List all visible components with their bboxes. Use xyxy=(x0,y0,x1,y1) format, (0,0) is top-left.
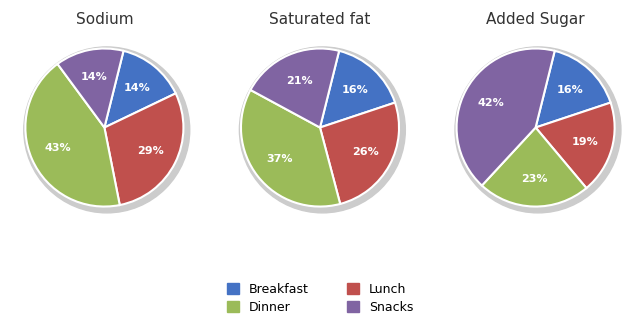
Circle shape xyxy=(455,47,621,213)
Text: 26%: 26% xyxy=(352,147,378,157)
Wedge shape xyxy=(250,48,339,128)
Wedge shape xyxy=(320,51,395,128)
Text: 43%: 43% xyxy=(44,143,70,153)
Text: 19%: 19% xyxy=(572,136,598,146)
Wedge shape xyxy=(241,90,340,207)
Text: 21%: 21% xyxy=(286,76,312,86)
Text: 42%: 42% xyxy=(477,98,504,108)
Wedge shape xyxy=(320,103,399,204)
Text: 16%: 16% xyxy=(557,85,584,95)
Text: 14%: 14% xyxy=(124,83,150,93)
Wedge shape xyxy=(104,94,184,205)
Text: 23%: 23% xyxy=(521,174,548,184)
Text: 29%: 29% xyxy=(137,146,164,156)
Wedge shape xyxy=(104,51,175,128)
Text: 14%: 14% xyxy=(81,72,108,82)
Title: Saturated fat: Saturated fat xyxy=(269,12,371,27)
Wedge shape xyxy=(482,128,586,207)
Text: 37%: 37% xyxy=(266,154,293,164)
Legend: Breakfast, Dinner, Lunch, Snacks: Breakfast, Dinner, Lunch, Snacks xyxy=(223,279,417,318)
Wedge shape xyxy=(536,51,611,128)
Wedge shape xyxy=(26,64,120,207)
Wedge shape xyxy=(536,103,614,188)
Circle shape xyxy=(239,47,405,213)
Text: 16%: 16% xyxy=(342,85,368,95)
Title: Sodium: Sodium xyxy=(76,12,133,27)
Wedge shape xyxy=(58,48,124,128)
Circle shape xyxy=(24,47,189,213)
Wedge shape xyxy=(456,48,555,185)
Title: Added Sugar: Added Sugar xyxy=(486,12,585,27)
